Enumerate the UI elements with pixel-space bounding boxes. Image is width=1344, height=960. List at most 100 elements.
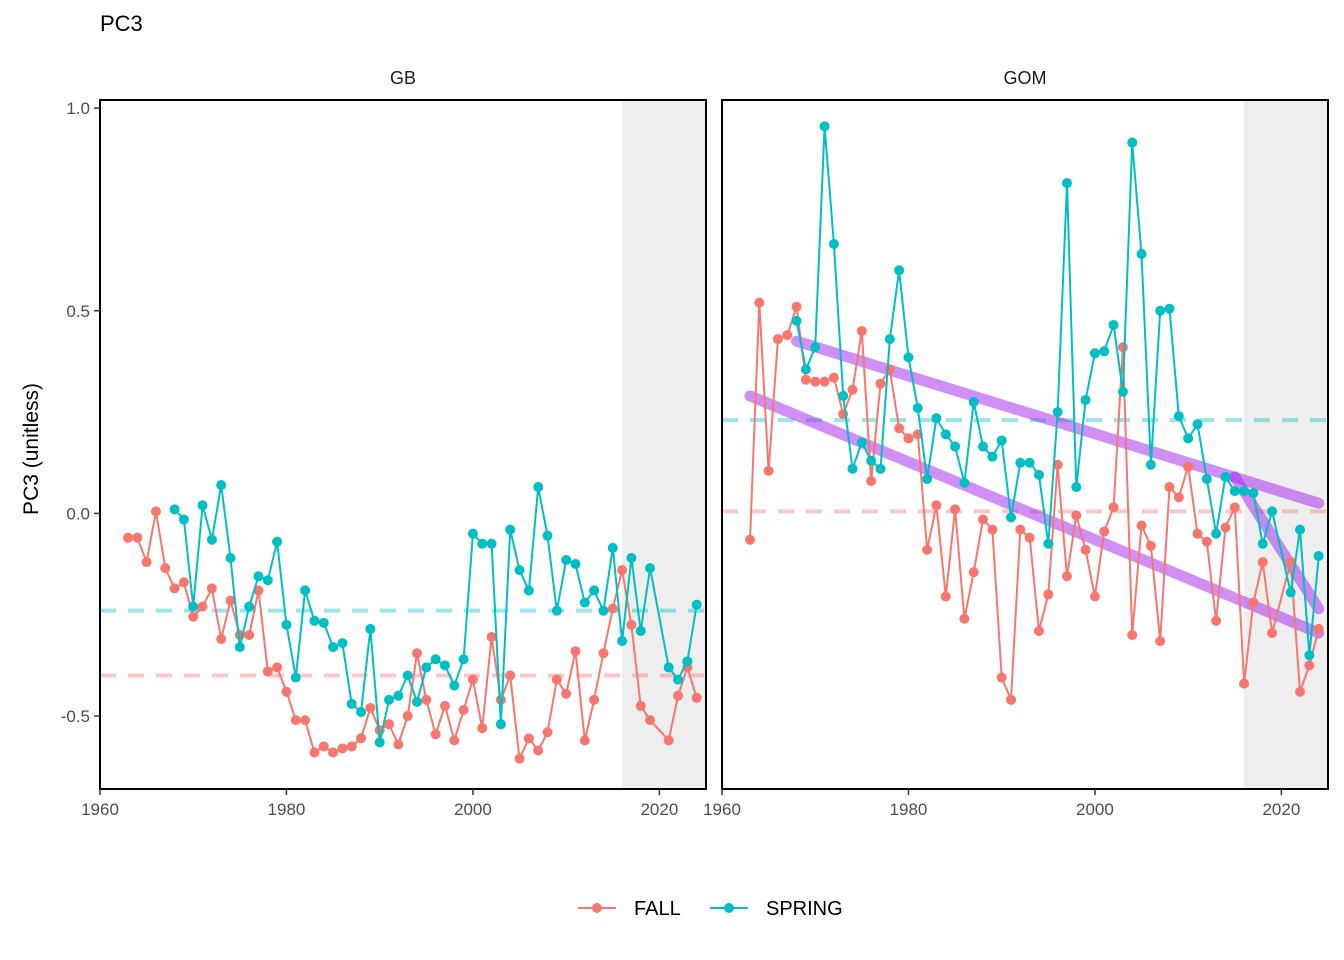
x-tick-label: 1980	[268, 800, 306, 819]
data-point-fall	[1220, 522, 1231, 533]
data-point-fall	[551, 674, 562, 685]
data-point-fall	[940, 591, 951, 602]
data-point-spring	[1285, 587, 1296, 598]
data-point-spring	[673, 674, 684, 685]
panel-strip-label: GOM	[1004, 68, 1047, 88]
shaded-period	[1244, 100, 1328, 789]
data-point-fall	[328, 747, 339, 758]
data-point-spring	[903, 352, 914, 363]
data-point-spring	[1295, 524, 1306, 535]
data-point-fall	[1229, 502, 1240, 513]
legend: FALL SPRING	[578, 898, 843, 920]
data-point-fall	[1211, 615, 1222, 626]
data-point-fall	[847, 384, 858, 395]
data-point-fall	[819, 376, 830, 387]
data-point-spring	[290, 672, 301, 683]
data-point-fall	[495, 694, 506, 705]
data-point-spring	[828, 238, 839, 249]
data-point-fall	[1201, 536, 1212, 547]
data-point-fall	[772, 334, 783, 345]
chart-title: PC3	[100, 11, 143, 36]
data-point-spring	[589, 585, 600, 596]
data-point-spring	[940, 429, 951, 440]
panel-gom: GOM 1960 1980 2000 2020	[703, 68, 1329, 819]
data-point-spring	[1117, 386, 1128, 397]
data-point-fall	[1313, 623, 1324, 634]
data-point-fall	[875, 378, 886, 389]
data-point-fall	[132, 532, 143, 543]
data-point-spring	[206, 534, 217, 545]
data-point-fall	[141, 557, 152, 568]
data-point-fall	[1155, 636, 1166, 647]
panel-strip-label: GB	[390, 68, 416, 88]
data-point-spring	[1304, 650, 1315, 661]
data-point-spring	[1211, 528, 1222, 539]
data-point-fall	[782, 330, 793, 341]
data-point-spring	[402, 670, 413, 681]
series-line-fall	[749, 302, 1320, 701]
data-point-spring	[1071, 482, 1082, 493]
data-point-spring	[421, 662, 432, 673]
data-point-fall	[1117, 342, 1128, 353]
data-point-fall	[968, 567, 979, 578]
data-point-spring	[810, 342, 821, 353]
data-point-spring	[800, 364, 811, 375]
data-point-spring	[449, 680, 460, 691]
data-point-spring	[645, 563, 656, 574]
data-point-fall	[393, 739, 404, 750]
data-point-spring	[458, 654, 469, 665]
data-point-fall	[1024, 532, 1035, 543]
data-point-fall	[866, 475, 877, 486]
data-point-spring	[978, 441, 989, 452]
data-point-fall	[691, 692, 702, 703]
y-axis-label: PC3 (unitless)	[20, 383, 43, 515]
data-point-spring	[1248, 488, 1259, 499]
data-point-spring	[847, 463, 858, 474]
data-point-fall	[346, 741, 357, 752]
data-point-fall	[810, 376, 821, 387]
data-point-fall	[122, 532, 133, 543]
data-point-fall	[300, 715, 311, 726]
data-point-fall	[421, 694, 432, 705]
data-point-fall	[922, 544, 933, 555]
data-point-spring	[1155, 305, 1166, 316]
data-point-spring	[281, 619, 292, 630]
data-point-spring	[950, 441, 961, 452]
data-point-fall	[1295, 686, 1306, 697]
data-point-spring	[607, 542, 618, 553]
data-point-spring	[866, 455, 877, 466]
data-point-fall	[561, 688, 572, 699]
data-point-fall	[262, 666, 273, 677]
data-point-spring	[1136, 249, 1147, 260]
data-point-spring	[1099, 346, 1110, 357]
data-point-spring	[912, 403, 923, 414]
data-point-fall	[272, 662, 283, 673]
data-point-fall	[402, 711, 413, 722]
data-point-spring	[365, 623, 376, 634]
data-point-fall	[365, 702, 376, 713]
data-point-fall	[486, 632, 497, 643]
data-point-fall	[1285, 557, 1296, 568]
data-point-spring	[262, 575, 273, 586]
data-point-spring	[505, 524, 516, 535]
data-point-spring	[1061, 178, 1072, 189]
data-point-fall	[533, 745, 544, 756]
data-point-fall	[1061, 571, 1072, 582]
data-point-fall	[430, 729, 441, 740]
x-tick-label: 2000	[454, 800, 492, 819]
data-point-spring	[894, 265, 905, 276]
data-point-fall	[598, 648, 609, 659]
data-point-fall	[439, 700, 450, 711]
data-point-spring	[579, 597, 590, 608]
data-point-fall	[1015, 524, 1026, 535]
data-point-spring	[617, 636, 628, 647]
data-point-spring	[1257, 538, 1268, 549]
data-point-spring	[1043, 538, 1054, 549]
data-point-spring	[533, 482, 544, 493]
data-point-fall	[1267, 627, 1278, 638]
data-point-fall	[903, 433, 914, 444]
data-point-fall	[337, 743, 348, 754]
data-point-spring	[875, 463, 886, 474]
data-point-spring	[337, 638, 348, 649]
